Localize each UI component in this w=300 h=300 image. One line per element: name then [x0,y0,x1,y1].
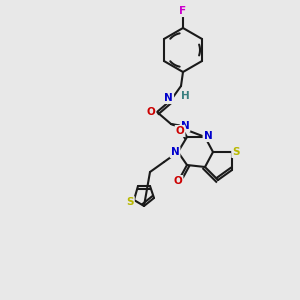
Text: S: S [232,147,240,157]
Text: N: N [171,147,179,157]
Text: S: S [126,197,134,207]
Text: O: O [174,176,182,186]
Text: F: F [179,6,187,16]
Text: N: N [181,121,189,131]
Text: N: N [204,131,212,141]
Text: H: H [181,91,190,101]
Text: N: N [164,93,173,103]
Text: O: O [147,107,155,117]
Text: O: O [176,126,184,136]
